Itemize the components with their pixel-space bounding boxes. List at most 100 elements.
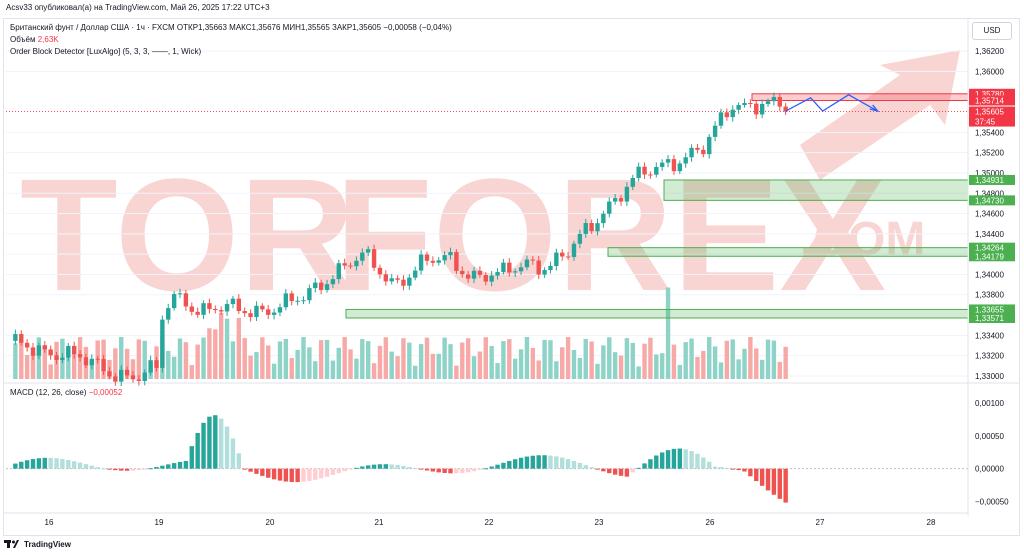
candle-body: [577, 233, 583, 244]
macd-bar: [60, 458, 65, 469]
volume-bar: [377, 345, 383, 379]
footer: TradingView: [4, 539, 71, 549]
volume-bar: [113, 348, 118, 379]
candle-body: [83, 357, 89, 366]
candle-body: [659, 162, 665, 167]
macd-bar: [654, 455, 659, 469]
macd-bar: [483, 468, 488, 470]
candle-body: [607, 201, 612, 214]
macd-bar: [30, 459, 36, 469]
candle-body: [66, 345, 71, 358]
macd-bar: [489, 466, 494, 469]
macd-bar: [160, 465, 165, 469]
candle-body: [136, 379, 142, 381]
time-axis[interactable]: 16 19 20 21 22 23 26 27 28: [3, 512, 968, 527]
volume-value: 2,63K: [37, 35, 59, 44]
candle-body: [271, 312, 277, 315]
time-tick-label: 28: [927, 518, 936, 527]
macd-bar: [524, 456, 530, 469]
macd-bar: [512, 459, 518, 469]
candle-body: [289, 293, 294, 302]
candle-body: [583, 222, 588, 234]
time-tick-label: 23: [595, 518, 604, 527]
macd-bar: [689, 451, 694, 469]
volume-bar: [630, 342, 635, 379]
candle-body: [89, 358, 95, 366]
volume-bar: [207, 328, 212, 379]
candle-body: [560, 252, 565, 257]
volume-bar: [48, 364, 53, 379]
candle-body: [389, 278, 394, 282]
time-tick-label: 22: [485, 518, 494, 527]
candle-body: [518, 267, 524, 272]
candle-body: [624, 186, 630, 202]
volume-bar: [607, 337, 612, 379]
price-axis[interactable]: 1,36200 1,36000 1,35400 1,35200 1,35000 1,348…: [967, 18, 1015, 516]
price-tick-label: 1,33000: [975, 372, 1004, 381]
candle-body: [189, 306, 194, 312]
macd-bar: [736, 468, 741, 471]
volume-bar: [236, 317, 242, 379]
macd-bar: [324, 468, 330, 477]
volume-bar: [501, 341, 506, 379]
price-label: 1,34730: [975, 196, 1004, 205]
macd-bar: [113, 468, 118, 471]
volume-bar: [765, 339, 771, 379]
macd-bar: [254, 468, 259, 474]
price-tick-label: 1,36000: [975, 67, 1004, 76]
volume-bar: [413, 365, 418, 379]
price-tick-label: 1,36200: [975, 47, 1004, 56]
volume-bar: [230, 341, 236, 379]
candle-body: [295, 300, 300, 302]
volume-bar: [489, 345, 494, 379]
volume-bar: [183, 342, 189, 379]
price-label-box: [969, 88, 1015, 99]
currency-selector[interactable]: USD: [972, 22, 1012, 40]
macd-bar: [271, 468, 277, 480]
macd-bar: [36, 458, 42, 469]
macd-bar: [154, 467, 159, 469]
macd-bar: [395, 465, 400, 469]
candle-body: [371, 249, 377, 268]
volume-bar: [683, 342, 688, 379]
volume-bar: [254, 352, 259, 379]
candle-body: [248, 313, 253, 318]
candle-body: [512, 271, 518, 273]
macd-bar: [289, 468, 294, 482]
candle-body: [759, 103, 765, 115]
macd-bar: [448, 468, 453, 474]
volume-bar: [583, 338, 588, 379]
volume-bar: [618, 355, 624, 379]
volume-bar: [330, 360, 336, 379]
brand-name: TradingView: [24, 539, 71, 549]
macd-bar: [377, 464, 383, 469]
volume-bar: [89, 361, 95, 379]
time-tick-label: 20: [266, 518, 275, 527]
price-label: 1,35714: [975, 96, 1004, 105]
candles: [13, 92, 788, 387]
candle-body: [236, 298, 242, 312]
candle-body: [348, 265, 353, 267]
macd-tick-label: 0,00000: [975, 465, 1004, 474]
macd-bar: [242, 468, 247, 470]
volume-bar: [348, 349, 353, 379]
candle-body: [36, 345, 42, 356]
candle-body: [160, 319, 165, 368]
macd-bar: [577, 462, 583, 469]
macd-bar: [401, 465, 406, 469]
macd-bar: [95, 467, 100, 469]
time-tick-label: 16: [45, 518, 54, 527]
macd-bar: [624, 468, 630, 477]
volume-bar: [695, 356, 700, 379]
macd-bar: [248, 468, 253, 472]
candle-body: [642, 166, 647, 175]
macd-bar: [695, 453, 700, 469]
volume-bar: [383, 337, 389, 379]
candle-body: [207, 303, 212, 309]
macd-bar: [260, 468, 265, 476]
volume-bar: [648, 337, 653, 379]
volume-bar: [536, 360, 541, 379]
volume-bar: [689, 338, 694, 379]
